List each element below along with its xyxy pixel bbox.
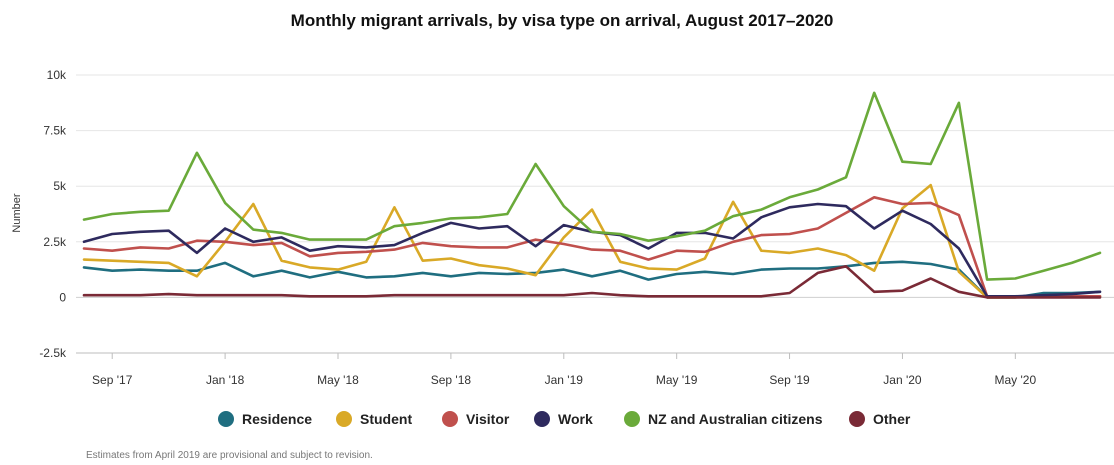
- chart-title: Monthly migrant arrivals, by visa type o…: [291, 11, 834, 30]
- series-line-visitor: [82, 196, 1102, 298]
- series-line-other: [82, 264, 1102, 299]
- gridlines: [76, 74, 1114, 298]
- y-tick-label: 10k: [47, 68, 67, 82]
- legend: Residence Student Visitor Work NZ and Austra…: [218, 411, 911, 427]
- x-tick-label: Jan '19: [545, 373, 584, 387]
- y-tick-label: -2.5k: [39, 346, 67, 360]
- legend-label: Student: [360, 411, 412, 427]
- legend-label: Visitor: [466, 411, 510, 427]
- y-tick-label: 5k: [53, 179, 67, 193]
- legend-marker: [218, 411, 234, 427]
- series-lines: [82, 91, 1102, 299]
- series-line-student: [82, 183, 1102, 299]
- x-tick-label: Jan '18: [206, 373, 245, 387]
- x-tick-label: Jan '20: [883, 373, 922, 387]
- y-tick-label: 7.5k: [43, 124, 67, 138]
- legend-label: Work: [558, 411, 593, 427]
- legend-marker: [534, 411, 550, 427]
- y-axis-ticks: -2.5k 0 2.5k 5k 7.5k 10k: [39, 68, 67, 360]
- x-tick-label: Sep '19: [769, 373, 810, 387]
- x-tick-label: May '19: [656, 373, 698, 387]
- legend-marker: [336, 411, 352, 427]
- footnote: Estimates from April 2019 are provisiona…: [86, 450, 373, 461]
- legend-marker: [849, 411, 865, 427]
- legend-label: NZ and Australian citizens: [648, 411, 823, 427]
- y-tick-label: 0: [59, 290, 66, 304]
- legend-label: Other: [873, 411, 911, 427]
- x-axis-ticks: Sep '17 Jan '18 May '18 Sep '18 Jan '19 May '…: [92, 353, 1036, 387]
- x-tick-label: May '18: [317, 373, 359, 387]
- legend-marker: [624, 411, 640, 427]
- y-tick-label: 2.5k: [43, 235, 67, 249]
- series-line-nz-and-australian-citizens: [82, 91, 1102, 281]
- legend-label: Residence: [242, 411, 312, 427]
- x-tick-label: Sep '17: [92, 373, 133, 387]
- legend-marker: [442, 411, 458, 427]
- x-tick-label: May '20: [995, 373, 1037, 387]
- y-axis-label: Number: [11, 193, 23, 232]
- x-tick-label: Sep '18: [431, 373, 472, 387]
- series-line-residence: [82, 260, 1102, 299]
